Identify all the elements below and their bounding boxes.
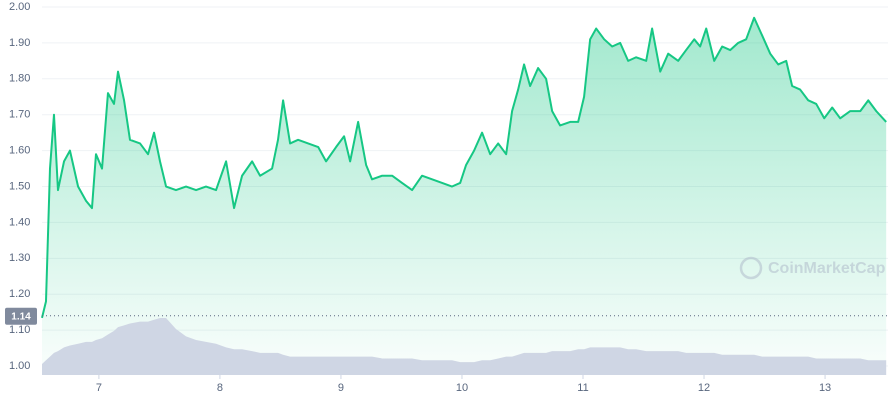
y-tick-label: 1.60 <box>9 145 30 157</box>
x-tick-label: 11 <box>577 382 588 394</box>
y-tick-label: 1.90 <box>9 37 30 49</box>
y-tick-label: 1.40 <box>9 216 30 228</box>
open-price-box <box>5 307 37 325</box>
x-tick-label: 9 <box>338 382 344 394</box>
x-tick-label: 10 <box>456 382 468 394</box>
x-tick-label: 13 <box>819 382 831 394</box>
y-tick-label: 1.70 <box>9 109 30 121</box>
labels: 1.00 1.10 1.20 1.30 1.40 1.50 1.60 1.70 1.80 1.90… <box>5 1 831 394</box>
y-tick-label: 1.80 <box>9 73 30 85</box>
x-tick-label: 12 <box>698 382 710 394</box>
watermark: CoinMarketCap <box>739 256 886 280</box>
price-line <box>41 16 887 319</box>
y-tick-label: 1.10 <box>9 324 30 336</box>
x-tick-label: 8 <box>217 382 223 394</box>
x-tick-label: 7 <box>96 382 102 394</box>
open-price-label: 1.14 <box>11 311 31 322</box>
y-tick-label: 1.50 <box>9 180 30 192</box>
plot <box>41 16 888 376</box>
y-tick-label: 1.00 <box>9 360 30 372</box>
y-tick-label: 1.20 <box>9 288 30 300</box>
y-tick-label: 1.30 <box>9 252 30 264</box>
watermark-text: CoinMarketCap <box>768 260 886 277</box>
y-tick-label: 2.00 <box>9 1 30 13</box>
volume-area <box>42 317 887 375</box>
watermark-logo <box>739 256 763 280</box>
price-area <box>42 17 887 376</box>
